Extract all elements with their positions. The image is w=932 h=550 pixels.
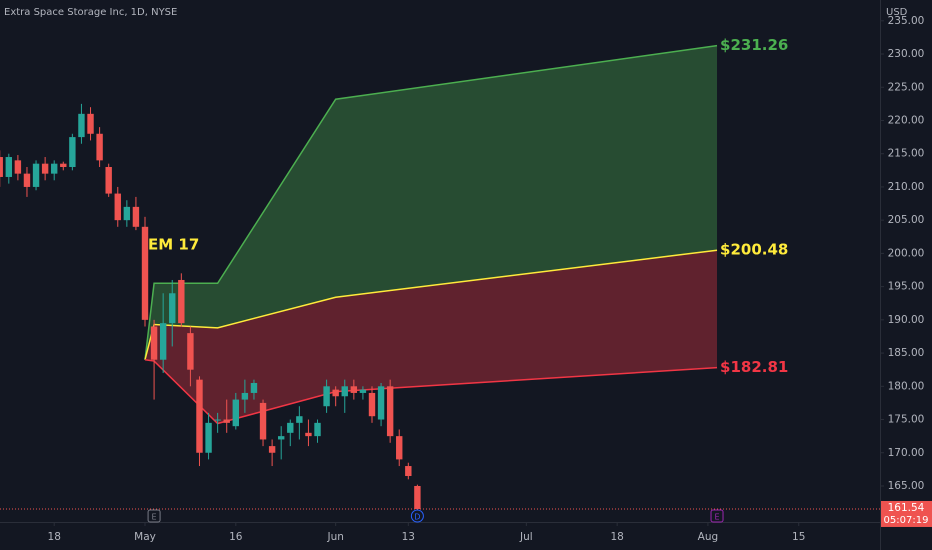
candle-body — [359, 389, 367, 393]
y-tick-label: 185.00 — [888, 347, 925, 359]
candle-body — [150, 326, 158, 360]
countdown: 05:07:19 — [884, 515, 929, 526]
last-price-label: 161.54 — [888, 502, 925, 514]
last-price-box — [881, 500, 932, 527]
candle-body — [332, 389, 339, 397]
candle-body — [141, 226, 149, 320]
y-tick-label: 210.00 — [888, 181, 925, 193]
candle-body — [0, 157, 3, 177]
candle-body — [187, 333, 194, 370]
candle-body — [87, 113, 94, 134]
candle-body — [78, 113, 85, 138]
lower-area — [145, 250, 718, 424]
candle-body — [178, 279, 185, 324]
candle-body — [368, 392, 376, 417]
x-tick-label: 16 — [229, 531, 243, 543]
candle-body — [314, 422, 321, 437]
event-marker — [710, 509, 724, 523]
candle-body — [241, 392, 249, 400]
y-tick-label: 175.00 — [888, 414, 925, 426]
event-marker — [410, 509, 424, 523]
y-tick-label: 225.00 — [888, 81, 925, 93]
y-tick-label: 235.00 — [888, 15, 925, 27]
x-tick-label: Jun — [326, 531, 343, 543]
candle-body — [396, 436, 403, 460]
x-tick-label: Jul — [519, 531, 533, 543]
event-label: E — [714, 513, 719, 522]
candle-body — [287, 422, 294, 433]
candle-body — [105, 167, 112, 194]
x-tick-label: Aug — [698, 531, 719, 543]
candle-body — [214, 419, 221, 421]
x-tick-label: 18 — [610, 531, 623, 543]
candle-body — [123, 206, 131, 221]
candle-body — [60, 163, 67, 168]
candle-body — [223, 419, 230, 423]
candle-body — [259, 402, 267, 440]
event-marker — [147, 509, 161, 523]
candle-body — [414, 485, 421, 509]
candle-body — [51, 163, 58, 174]
candle-body — [205, 422, 212, 453]
y-tick-label: 165.00 — [888, 480, 925, 492]
candle-body — [169, 293, 176, 324]
candle-body — [32, 163, 40, 187]
candle-body — [132, 206, 140, 227]
candle-body — [5, 157, 13, 177]
y-tick-label: 180.00 — [888, 380, 925, 392]
candle-body — [250, 382, 258, 393]
band-end-label: $182.81 — [720, 358, 788, 376]
candle-body — [159, 323, 167, 360]
candle-body — [277, 436, 285, 440]
candle-body — [405, 466, 412, 477]
band-line — [144, 44, 718, 360]
candle-body — [41, 163, 49, 174]
band-end-label: $231.26 — [720, 36, 788, 54]
candle-body — [196, 379, 203, 453]
upper-area — [145, 45, 718, 360]
candle-body — [14, 160, 22, 174]
candle-body — [96, 133, 103, 161]
annotation: EM 17 — [148, 236, 199, 254]
y-tick-label: 220.00 — [888, 114, 925, 126]
candle-body — [323, 386, 330, 407]
candle-body — [386, 386, 394, 437]
candle-body — [341, 386, 348, 397]
candle-body — [296, 416, 303, 423]
y-tick-label: 190.00 — [888, 314, 925, 326]
event-label: E — [152, 513, 157, 522]
y-tick-label: 215.00 — [888, 148, 925, 160]
candle-body — [350, 386, 358, 393]
y-tick-label: 200.00 — [888, 247, 925, 259]
candle-body — [268, 446, 276, 453]
currency: USD — [886, 7, 908, 18]
y-tick-label: 230.00 — [888, 48, 925, 60]
x-tick-label: 15 — [792, 531, 805, 543]
candle-body — [232, 399, 239, 427]
candle-body — [377, 386, 385, 420]
x-tick-label: 13 — [402, 531, 415, 543]
x-tick-label: 18 — [48, 531, 61, 543]
candle-body — [23, 173, 31, 187]
band-end-label: $200.48 — [720, 241, 788, 259]
x-tick-label: May — [134, 531, 156, 543]
event-label: D — [414, 513, 420, 522]
y-tick-label: 170.00 — [888, 447, 925, 459]
chart-title: Extra Space Storage Inc, 1D, NYSE — [4, 7, 177, 18]
candle-body — [305, 432, 312, 437]
y-tick-label: 195.00 — [888, 281, 925, 293]
candle-body — [69, 137, 76, 168]
candle-body — [114, 193, 121, 221]
y-tick-label: 205.00 — [888, 214, 925, 226]
